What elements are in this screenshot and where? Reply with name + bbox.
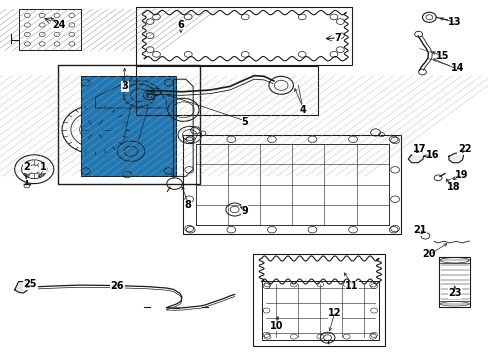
Bar xyxy=(438,301,469,307)
Text: 18: 18 xyxy=(446,182,460,192)
Text: 15: 15 xyxy=(435,51,448,61)
Bar xyxy=(438,257,469,263)
Bar xyxy=(58,65,199,184)
Polygon shape xyxy=(15,282,27,293)
Text: 23: 23 xyxy=(447,288,461,298)
Bar xyxy=(195,144,388,225)
Text: 7: 7 xyxy=(333,33,340,43)
Text: 8: 8 xyxy=(184,200,191,210)
Text: 17: 17 xyxy=(412,144,426,154)
Bar xyxy=(183,135,400,234)
Text: 25: 25 xyxy=(23,279,37,289)
Text: 16: 16 xyxy=(425,150,439,160)
Text: 3: 3 xyxy=(121,81,128,91)
Bar xyxy=(136,66,317,115)
Bar xyxy=(19,9,81,50)
Bar xyxy=(81,76,176,176)
Text: 1: 1 xyxy=(40,162,46,172)
Text: 21: 21 xyxy=(412,225,426,235)
Text: 22: 22 xyxy=(457,144,470,154)
Text: 12: 12 xyxy=(327,308,341,318)
Text: 26: 26 xyxy=(110,281,124,291)
Text: 20: 20 xyxy=(422,249,435,259)
Text: 13: 13 xyxy=(447,17,461,27)
Text: 5: 5 xyxy=(241,117,247,127)
Polygon shape xyxy=(407,151,424,163)
Text: 11: 11 xyxy=(345,281,358,291)
Text: 14: 14 xyxy=(449,63,463,73)
Bar xyxy=(261,281,378,340)
Text: 19: 19 xyxy=(454,170,468,180)
Bar xyxy=(253,254,385,346)
Text: 9: 9 xyxy=(241,206,247,216)
Text: 2: 2 xyxy=(23,162,30,172)
Bar xyxy=(438,257,469,307)
Bar xyxy=(136,7,351,65)
Bar xyxy=(81,76,176,176)
Text: 4: 4 xyxy=(299,105,306,115)
Polygon shape xyxy=(95,81,166,108)
Text: 10: 10 xyxy=(269,321,283,331)
Text: 24: 24 xyxy=(52,20,65,30)
Polygon shape xyxy=(448,153,463,163)
Text: 6: 6 xyxy=(177,20,184,30)
